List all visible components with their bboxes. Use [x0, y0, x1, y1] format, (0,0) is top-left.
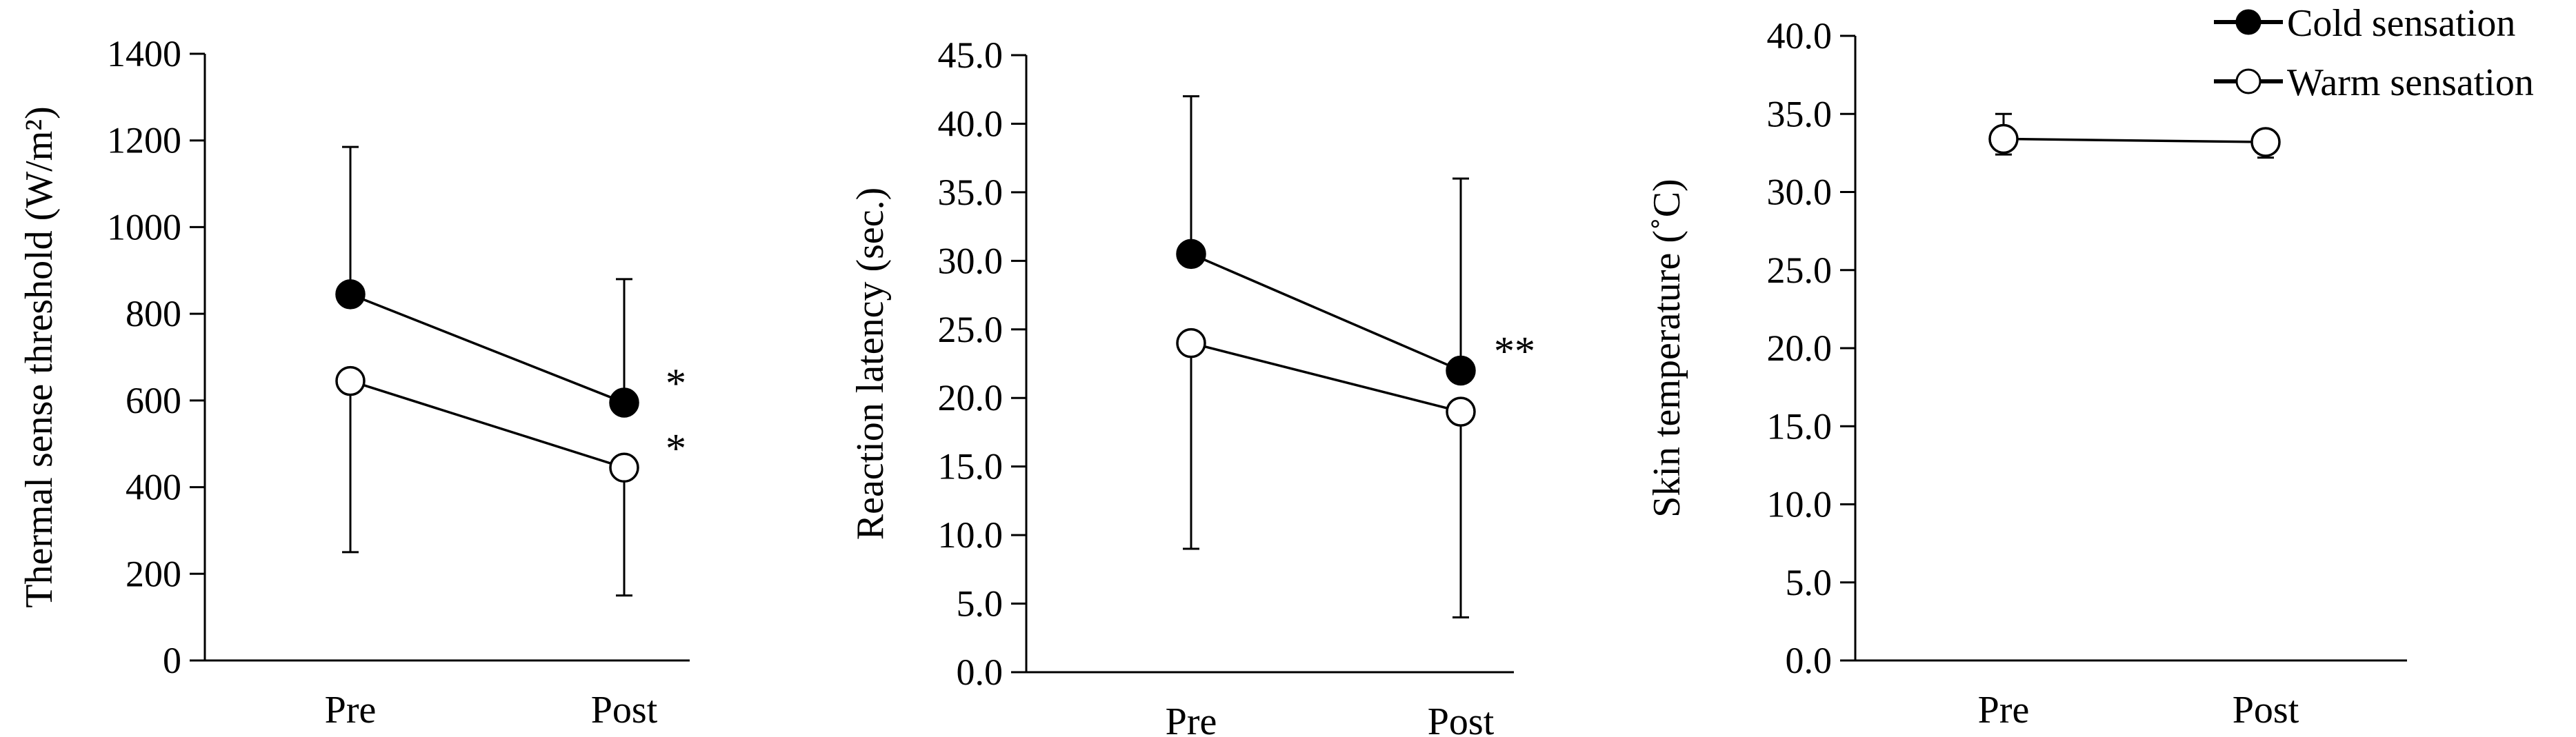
y-tick-label: 800: [126, 293, 181, 334]
legend-marker-cold-icon: [2235, 9, 2262, 35]
y-tick-label: 1000: [107, 206, 181, 248]
legend: Cold sensation Warm sensation: [2214, 2, 2534, 104]
series-1: [1176, 95, 1476, 386]
x-category-label: Post: [1428, 700, 1495, 737]
chart-panel-2: 0.0 5.0 10.0 15.0 20.0 25.0 30.0 35.0 40.0 45.0 Pr…: [849, 34, 1535, 737]
chart-panel-3: 0.0 5.0 10.0 15.0 20.0 25.0 30.0 35.0 40.0 Pre Pos…: [1646, 15, 2407, 731]
y-tick-label: 25.0: [938, 309, 1004, 350]
y-tick-label: 15.0: [1767, 405, 1833, 447]
data-point: [1176, 327, 1206, 359]
x-category-label: Pre: [1166, 700, 1217, 737]
legend-label-cold: Cold sensation: [2287, 2, 2515, 45]
y-tick-label: 200: [126, 553, 181, 594]
y-tick-label: 40.0: [938, 103, 1004, 144]
y-tick-label: 0.0: [1786, 640, 1833, 681]
data-point: [609, 387, 639, 418]
chart-panel-1: 0 200 400 600 800 1000 1200 1400 Pre Post Thermal …: [18, 33, 690, 731]
y-axis-title: Thermal sense threshold (W/m²): [18, 106, 61, 607]
x-category-label: Pre: [325, 689, 377, 731]
series-1: [335, 145, 639, 418]
x-category-label: Pre: [1978, 689, 2030, 731]
series-line: [1190, 341, 1461, 413]
y-tick-label: 40.0: [1767, 15, 1833, 57]
y-tick-label: 20.0: [1767, 327, 1833, 369]
x-category-label: Post: [591, 689, 658, 731]
y-tick-label: 30.0: [938, 240, 1004, 281]
legend-label-warm: Warm sensation: [2287, 61, 2534, 104]
data-point: [1176, 239, 1206, 270]
data-point: [335, 365, 366, 396]
y-tick-label: 5.0: [957, 583, 1004, 625]
x-category-label: Post: [2233, 689, 2299, 731]
y-tick-label: 5.0: [1786, 562, 1833, 603]
series-2: [1176, 327, 1476, 618]
legend-entry-cold: Cold sensation: [2214, 2, 2515, 45]
series-line: [2003, 137, 2266, 143]
y-axis-title: Reaction latency (sec.): [849, 188, 892, 541]
significance-marker: *: [666, 361, 686, 406]
y-tick-label: 25.0: [1767, 250, 1833, 291]
y-tick-label: 0.0: [957, 652, 1004, 693]
y-tick-label: 35.0: [1767, 93, 1833, 134]
series-line: [350, 293, 625, 404]
data-point: [1446, 396, 1476, 427]
y-tick-label: 20.0: [938, 377, 1004, 418]
data-point: [2250, 127, 2281, 157]
y-tick-label: 15.0: [938, 446, 1004, 487]
y-tick-label: 600: [126, 380, 181, 421]
y-tick-label: 400: [126, 467, 181, 508]
data-point: [609, 452, 639, 483]
series-line: [350, 379, 625, 469]
significance-marker: *: [666, 425, 686, 471]
legend-marker-warm-icon: [2235, 68, 2262, 94]
y-tick-label: 45.0: [938, 34, 1004, 76]
y-axis-title: Skin temperature (˚C): [1646, 179, 1688, 517]
significance-marker: **: [1494, 328, 1535, 374]
y-tick-label: 35.0: [938, 172, 1004, 213]
series-1: [1988, 112, 2281, 159]
data-point: [1988, 123, 2019, 154]
series-line: [1190, 252, 1461, 372]
series-2: [335, 365, 639, 597]
legend-entry-warm: Warm sensation: [2214, 61, 2534, 104]
y-tick-label: 0: [163, 640, 181, 681]
y-tick-label: 10.0: [938, 514, 1004, 556]
y-tick-label: 30.0: [1767, 172, 1833, 213]
y-tick-label: 1400: [107, 33, 181, 74]
y-tick-label: 10.0: [1767, 484, 1833, 525]
data-point: [1446, 355, 1476, 386]
data-point: [335, 279, 366, 310]
y-tick-label: 1200: [107, 120, 181, 161]
